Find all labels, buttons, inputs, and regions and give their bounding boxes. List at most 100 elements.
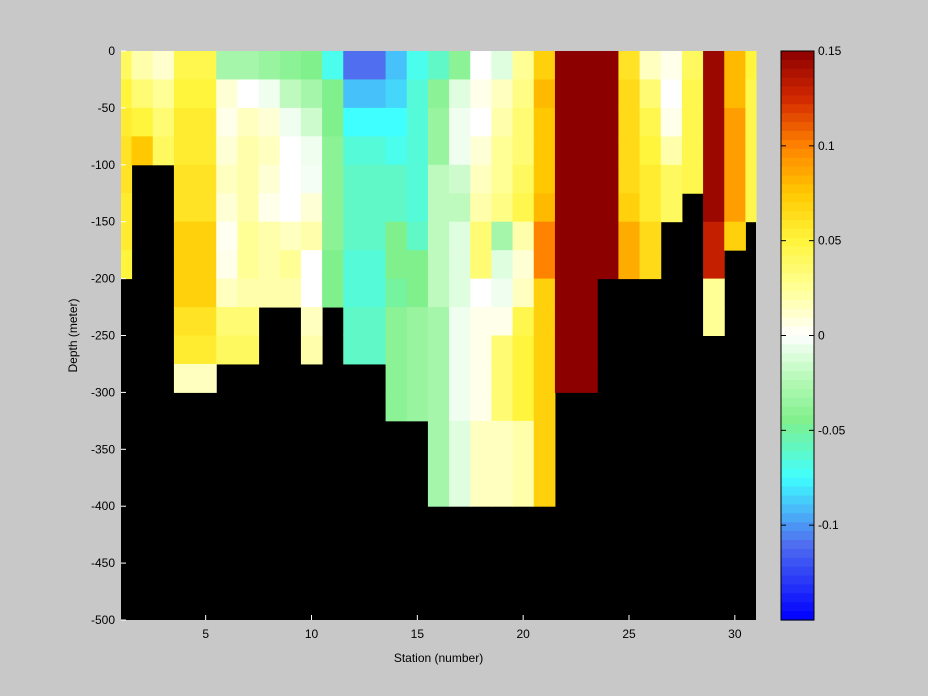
- heatmap-cell: [195, 79, 217, 109]
- colorbar-level: [781, 255, 814, 265]
- heatmap-cell: [512, 164, 535, 194]
- heatmap-cell: [491, 307, 514, 336]
- heatmap-cell: [121, 193, 133, 223]
- heatmap-cell: [300, 164, 323, 194]
- heatmap-cell: [470, 164, 492, 194]
- colorbar-level: [781, 602, 814, 612]
- heatmap-cell: [427, 278, 450, 308]
- y-axis-label: Depth (meter): [66, 298, 80, 372]
- heatmap-cell: [724, 221, 746, 251]
- x-axis: 5 10 15 20 25 30: [202, 615, 742, 641]
- colorbar-level: [781, 308, 814, 319]
- y-tick-label: -300: [91, 385, 115, 399]
- colorbar-level: [781, 175, 814, 185]
- colorbar-level: [781, 282, 814, 292]
- heatmap-cell: [173, 335, 196, 365]
- colorbar-level: [781, 68, 814, 79]
- heatmap-cell: [343, 193, 365, 223]
- heatmap-cell: [173, 250, 196, 280]
- heatmap-cell: [724, 136, 746, 166]
- heatmap-cell: [449, 164, 471, 194]
- heatmap-cell: [258, 193, 281, 223]
- heatmap-cell: [470, 392, 492, 422]
- heatmap-cell: [195, 193, 217, 223]
- heatmap-cell: [618, 136, 641, 166]
- colorbar-level: [781, 477, 814, 488]
- heatmap-cell: [639, 107, 662, 137]
- heatmap-cell: [173, 136, 196, 166]
- heatmap-cell: [618, 79, 641, 109]
- colorbar-level: [781, 504, 814, 514]
- heatmap-cell: [470, 335, 492, 365]
- heatmap-cell: [491, 477, 514, 507]
- x-tick-label: 30: [728, 627, 742, 641]
- heatmap-cell: [639, 136, 662, 166]
- heatmap-cell: [427, 307, 450, 336]
- colorbar-tick-label: -0.05: [818, 423, 846, 437]
- heatmap-cell: [597, 79, 619, 109]
- colorbar-level: [781, 584, 814, 594]
- heatmap-cell: [618, 193, 641, 223]
- heatmap-cell: [491, 107, 514, 137]
- heatmap-cell: [639, 164, 662, 194]
- heatmap-cell: [597, 250, 619, 280]
- heatmap-cell: [576, 250, 598, 280]
- heatmap-cell: [449, 335, 471, 365]
- heatmap-cell: [406, 164, 429, 194]
- heatmap-cell: [533, 278, 556, 308]
- heatmap-cell: [279, 164, 302, 194]
- heatmap-cell: [576, 79, 598, 109]
- colorbar-level: [781, 113, 814, 123]
- heatmap-cell: [470, 79, 492, 109]
- heatmap-cell: [279, 193, 302, 223]
- heatmap-cell: [300, 221, 323, 251]
- heatmap-cell: [745, 107, 757, 137]
- heatmap-cell: [258, 164, 281, 194]
- heatmap-cell: [597, 136, 619, 166]
- colorbar-level: [781, 388, 814, 399]
- heatmap-cell: [427, 363, 450, 393]
- heatmap-cell: [427, 107, 450, 137]
- heatmap-cell: [491, 79, 514, 109]
- heatmap-cell: [258, 250, 281, 280]
- heatmap-cell: [576, 164, 598, 194]
- heatmap-cell: [279, 136, 302, 166]
- colorbar-tick-label: 0.1: [818, 139, 835, 153]
- heatmap-cell: [449, 79, 471, 109]
- heatmap-cell: [703, 307, 725, 336]
- heatmap-cell: [237, 307, 260, 336]
- heatmap-cell: [152, 136, 175, 166]
- heatmap-cell: [216, 107, 238, 137]
- heatmap-cell: [427, 420, 450, 450]
- colorbar-level: [781, 593, 814, 603]
- heatmap-cell: [470, 136, 492, 166]
- colorbar-level: [781, 406, 814, 417]
- colorbar-level: [781, 415, 814, 426]
- heatmap-cell: [512, 136, 535, 166]
- colorbar-level: [781, 139, 814, 150]
- heatmap-cell: [639, 79, 662, 109]
- heatmap-cell: [491, 278, 514, 308]
- colorbar-level: [781, 353, 814, 363]
- heatmap-cell: [322, 250, 344, 280]
- heatmap-cell: [512, 79, 535, 109]
- heatmap-cell: [258, 51, 281, 80]
- heatmap-cell: [554, 79, 577, 109]
- heatmap-cell: [449, 221, 471, 251]
- heatmap-cell: [121, 51, 133, 80]
- heatmap-cell: [449, 51, 471, 80]
- colorbar-level: [781, 531, 814, 541]
- heatmap-cell: [533, 107, 556, 137]
- heatmap-cell: [512, 307, 535, 336]
- heatmap-cell: [512, 449, 535, 479]
- heatmap-cell: [576, 363, 598, 393]
- colorbar-level: [781, 513, 814, 523]
- heatmap-cell: [279, 278, 302, 308]
- heatmap-cell: [322, 278, 344, 308]
- heatmap-cell: [385, 51, 408, 80]
- plot-area: [121, 51, 757, 620]
- colorbar-level: [781, 184, 814, 194]
- heatmap-cell: [576, 51, 598, 80]
- heatmap-cell: [385, 250, 408, 280]
- heatmap-cell: [470, 449, 492, 479]
